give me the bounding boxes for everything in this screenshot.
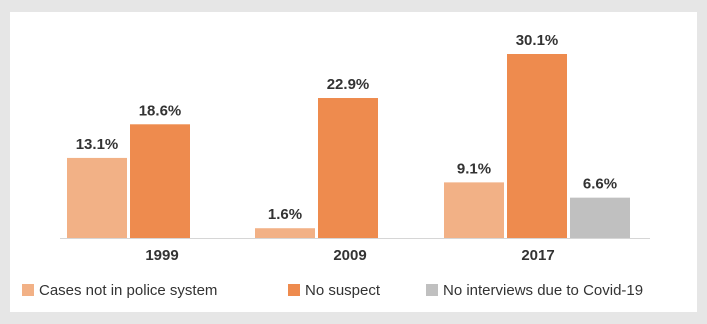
category-label-2009: 2009 — [333, 247, 366, 264]
legend-swatch-1 — [288, 284, 300, 296]
bar-2017-series-2 — [570, 197, 630, 238]
bar-2009-series-1 — [318, 98, 378, 238]
data-label-2009-series-1: 22.9% — [327, 76, 370, 93]
bar-1999-series-0 — [67, 157, 127, 238]
legend-swatch-0 — [22, 284, 34, 296]
data-label-2017-series-1: 30.1% — [516, 32, 559, 49]
category-label-2017: 2017 — [521, 247, 554, 264]
bar-2017-series-1 — [507, 54, 567, 238]
data-label-1999-series-0: 13.1% — [76, 136, 119, 153]
category-label-1999: 1999 — [145, 247, 178, 264]
data-label-2009-series-0: 1.6% — [268, 206, 302, 223]
bar-2017-series-0 — [444, 182, 504, 238]
chart-card: 13.1% 18.6% 1.6% 22.9% 9.1% 30.1% 6.6% 1999 2009… — [10, 12, 697, 312]
bar-2009-series-0 — [255, 228, 315, 238]
legend-label-2: No interviews due to Covid-19 — [443, 282, 643, 299]
legend-swatch-2 — [426, 284, 438, 296]
legend-label-1: No suspect — [305, 282, 381, 299]
data-label-1999-series-1: 18.6% — [139, 102, 182, 119]
data-label-2017-series-0: 9.1% — [457, 160, 491, 177]
bar-1999-series-1 — [130, 124, 190, 238]
bar-chart: 13.1% 18.6% 1.6% 22.9% 9.1% 30.1% 6.6% 1999 2009… — [22, 32, 650, 299]
legend-label-0: Cases not in police system — [39, 282, 217, 299]
data-label-2017-series-2: 6.6% — [583, 176, 617, 193]
